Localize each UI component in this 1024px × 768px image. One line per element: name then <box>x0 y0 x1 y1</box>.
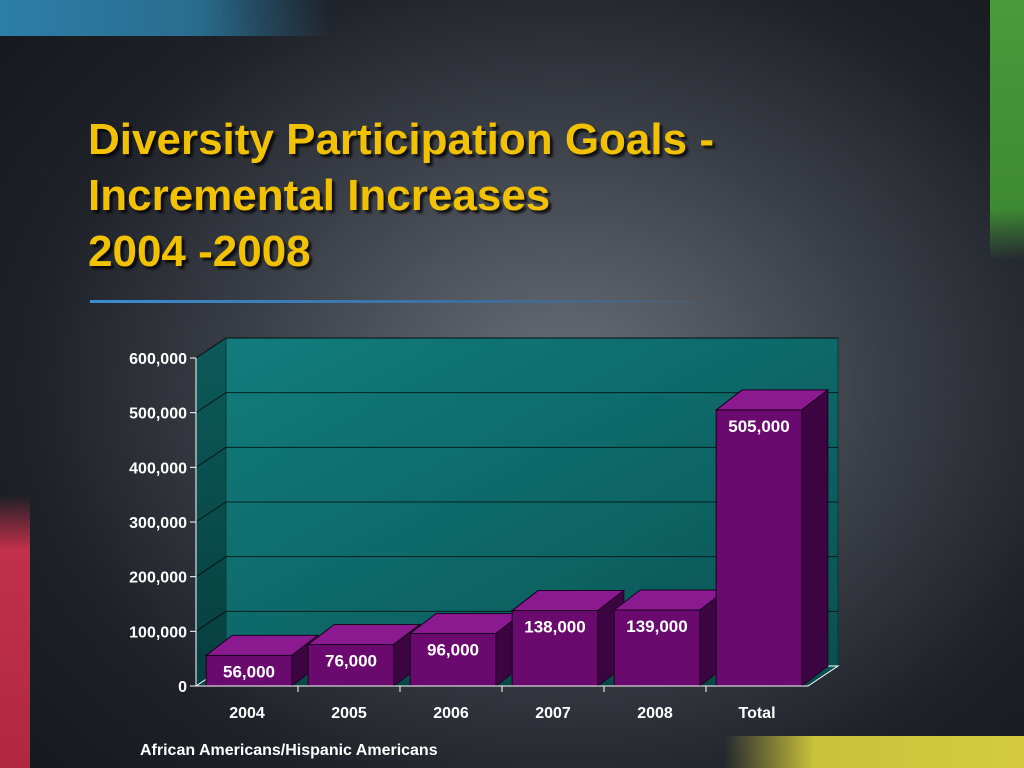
x-tick-label: 2005 <box>331 705 367 722</box>
data-label-bg <box>721 414 797 437</box>
gridline-side <box>195 446 227 468</box>
x-tick-label: 2008 <box>637 705 673 722</box>
data-label-bg <box>420 638 486 661</box>
data-label-bg <box>517 615 593 638</box>
y-tick-label: 200,000 <box>129 570 187 587</box>
y-tick-label: 500,000 <box>129 406 187 423</box>
y-tick-label: 600,000 <box>129 351 187 368</box>
y-tick-label: 100,000 <box>129 624 187 641</box>
data-label: 96,000 <box>427 641 479 660</box>
data-labels: 56,000 76,000 96,000 138,000 139,000 505,000 <box>216 414 797 683</box>
title-underline <box>90 300 730 303</box>
x-tick-label: 2007 <box>535 705 571 722</box>
y-axis: 0 100,000 200,000 300,000 400,000 500,000 600,… <box>129 351 197 696</box>
gridline-side <box>195 556 227 578</box>
data-label: 138,000 <box>524 618 585 637</box>
x-axis: 2004 2005 2006 2007 2008 Total <box>196 685 808 722</box>
gridline-side <box>195 337 227 359</box>
data-label: 505,000 <box>728 417 789 436</box>
data-label-bg <box>216 660 282 683</box>
bar-side <box>801 388 829 688</box>
bottom-accent-bar <box>724 736 1024 768</box>
data-label-bg <box>619 615 695 638</box>
data-label: 76,000 <box>325 651 377 670</box>
title-line-1: Diversity Participation Goals - <box>88 115 714 164</box>
slide-title: Diversity Participation Goals - Incremen… <box>88 112 714 280</box>
data-label: 56,000 <box>223 662 275 681</box>
top-accent-bar <box>0 0 330 36</box>
title-line-2: Incremental Increases <box>88 171 551 220</box>
gridline-side <box>195 501 227 523</box>
data-label-bg <box>318 649 384 672</box>
gridline-side <box>195 392 227 414</box>
right-accent-bar <box>990 0 1024 260</box>
title-line-3: 2004 -2008 <box>88 227 311 276</box>
left-accent-bar <box>0 495 30 768</box>
y-tick-label: 400,000 <box>129 460 187 477</box>
x-tick-label: Total <box>738 705 775 722</box>
y-tick-label: 0 <box>178 679 187 696</box>
bar-front <box>715 409 803 687</box>
x-tick-label: 2004 <box>229 705 265 722</box>
x-axis-title: African Americans/Hispanic Americans <box>140 742 438 759</box>
data-label: 139,000 <box>626 617 687 636</box>
y-tick-label: 300,000 <box>129 515 187 532</box>
x-tick-label: 2006 <box>433 705 469 722</box>
gridline-side <box>195 610 227 632</box>
